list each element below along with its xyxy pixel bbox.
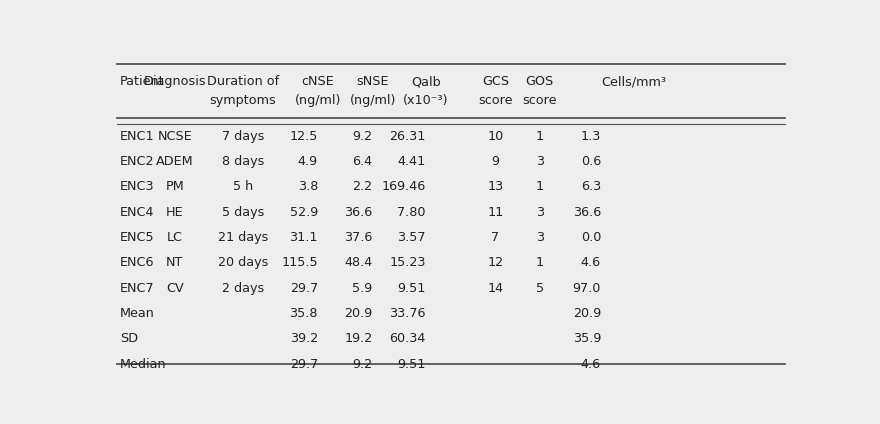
Text: 36.6: 36.6: [573, 206, 601, 219]
Text: 5 h: 5 h: [233, 181, 253, 193]
Text: symptoms: symptoms: [209, 94, 276, 106]
Text: (ng/ml): (ng/ml): [349, 94, 396, 106]
Text: 4.41: 4.41: [398, 155, 426, 168]
Text: 1.3: 1.3: [581, 130, 601, 143]
Text: 20 days: 20 days: [218, 257, 268, 269]
Text: 4.6: 4.6: [581, 257, 601, 269]
Text: 7: 7: [491, 231, 499, 244]
Text: SD: SD: [121, 332, 138, 345]
Text: Duration of: Duration of: [207, 75, 279, 88]
Text: ENC4: ENC4: [121, 206, 155, 219]
Text: 5: 5: [536, 282, 544, 295]
Text: 15.23: 15.23: [389, 257, 426, 269]
Text: 9.51: 9.51: [398, 282, 426, 295]
Text: 8 days: 8 days: [222, 155, 264, 168]
Text: 6.4: 6.4: [353, 155, 372, 168]
Text: PM: PM: [165, 181, 184, 193]
Text: 9.51: 9.51: [398, 357, 426, 371]
Text: 5 days: 5 days: [222, 206, 264, 219]
Text: 9.2: 9.2: [353, 357, 372, 371]
Text: 33.76: 33.76: [389, 307, 426, 320]
Text: 36.6: 36.6: [344, 206, 372, 219]
Text: GCS: GCS: [481, 75, 509, 88]
Text: Patient: Patient: [121, 75, 165, 88]
Text: 3: 3: [536, 231, 544, 244]
Text: 7.80: 7.80: [397, 206, 426, 219]
Text: 37.6: 37.6: [344, 231, 372, 244]
Text: 2.2: 2.2: [353, 181, 372, 193]
Text: sNSE: sNSE: [356, 75, 389, 88]
Text: 1: 1: [536, 181, 544, 193]
Text: ENC6: ENC6: [121, 257, 155, 269]
Text: ENC5: ENC5: [121, 231, 155, 244]
Text: 9.2: 9.2: [353, 130, 372, 143]
Text: 20.9: 20.9: [344, 307, 372, 320]
Text: NT: NT: [166, 257, 183, 269]
Text: ENC3: ENC3: [121, 181, 155, 193]
Text: 3.57: 3.57: [397, 231, 426, 244]
Text: ENC7: ENC7: [121, 282, 155, 295]
Text: 35.9: 35.9: [573, 332, 601, 345]
Text: 26.31: 26.31: [389, 130, 426, 143]
Text: ENC1: ENC1: [121, 130, 155, 143]
Text: 48.4: 48.4: [344, 257, 372, 269]
Text: 3.8: 3.8: [297, 181, 318, 193]
Text: Median: Median: [121, 357, 167, 371]
Text: 1: 1: [536, 130, 544, 143]
Text: 4.6: 4.6: [581, 357, 601, 371]
Text: score: score: [523, 94, 557, 106]
Text: 2 days: 2 days: [222, 282, 264, 295]
Text: Qalb: Qalb: [411, 75, 441, 88]
Text: cNSE: cNSE: [302, 75, 334, 88]
Text: GOS: GOS: [525, 75, 554, 88]
Text: 3: 3: [536, 155, 544, 168]
Text: 31.1: 31.1: [290, 231, 318, 244]
Text: 1: 1: [536, 257, 544, 269]
Text: 10: 10: [488, 130, 503, 143]
Text: 11: 11: [488, 206, 503, 219]
Text: 12.5: 12.5: [290, 130, 318, 143]
Text: 60.34: 60.34: [389, 332, 426, 345]
Text: 0.0: 0.0: [581, 231, 601, 244]
Text: HE: HE: [166, 206, 184, 219]
Text: 9: 9: [491, 155, 499, 168]
Text: LC: LC: [167, 231, 183, 244]
Text: 39.2: 39.2: [290, 332, 318, 345]
Text: 97.0: 97.0: [573, 282, 601, 295]
Text: CV: CV: [166, 282, 184, 295]
Text: ADEM: ADEM: [156, 155, 194, 168]
Text: 52.9: 52.9: [290, 206, 318, 219]
Text: 169.46: 169.46: [382, 181, 426, 193]
Text: 29.7: 29.7: [290, 357, 318, 371]
Text: 19.2: 19.2: [344, 332, 372, 345]
Text: score: score: [478, 94, 512, 106]
Text: (x10⁻³): (x10⁻³): [403, 94, 449, 106]
Text: 115.5: 115.5: [282, 257, 318, 269]
Text: Cells/mm³: Cells/mm³: [601, 75, 666, 88]
Text: 21 days: 21 days: [218, 231, 268, 244]
Text: 5.9: 5.9: [352, 282, 372, 295]
Text: ENC2: ENC2: [121, 155, 155, 168]
Text: 35.8: 35.8: [290, 307, 318, 320]
Text: 6.3: 6.3: [581, 181, 601, 193]
Text: Diagnosis: Diagnosis: [143, 75, 206, 88]
Text: NCSE: NCSE: [158, 130, 192, 143]
Text: 20.9: 20.9: [573, 307, 601, 320]
Text: 4.9: 4.9: [298, 155, 318, 168]
Text: 0.6: 0.6: [581, 155, 601, 168]
Text: 12: 12: [488, 257, 503, 269]
Text: 29.7: 29.7: [290, 282, 318, 295]
Text: 3: 3: [536, 206, 544, 219]
Text: Mean: Mean: [121, 307, 155, 320]
Text: (ng/ml): (ng/ml): [295, 94, 341, 106]
Text: 13: 13: [488, 181, 503, 193]
Text: 14: 14: [488, 282, 503, 295]
Text: 7 days: 7 days: [222, 130, 264, 143]
